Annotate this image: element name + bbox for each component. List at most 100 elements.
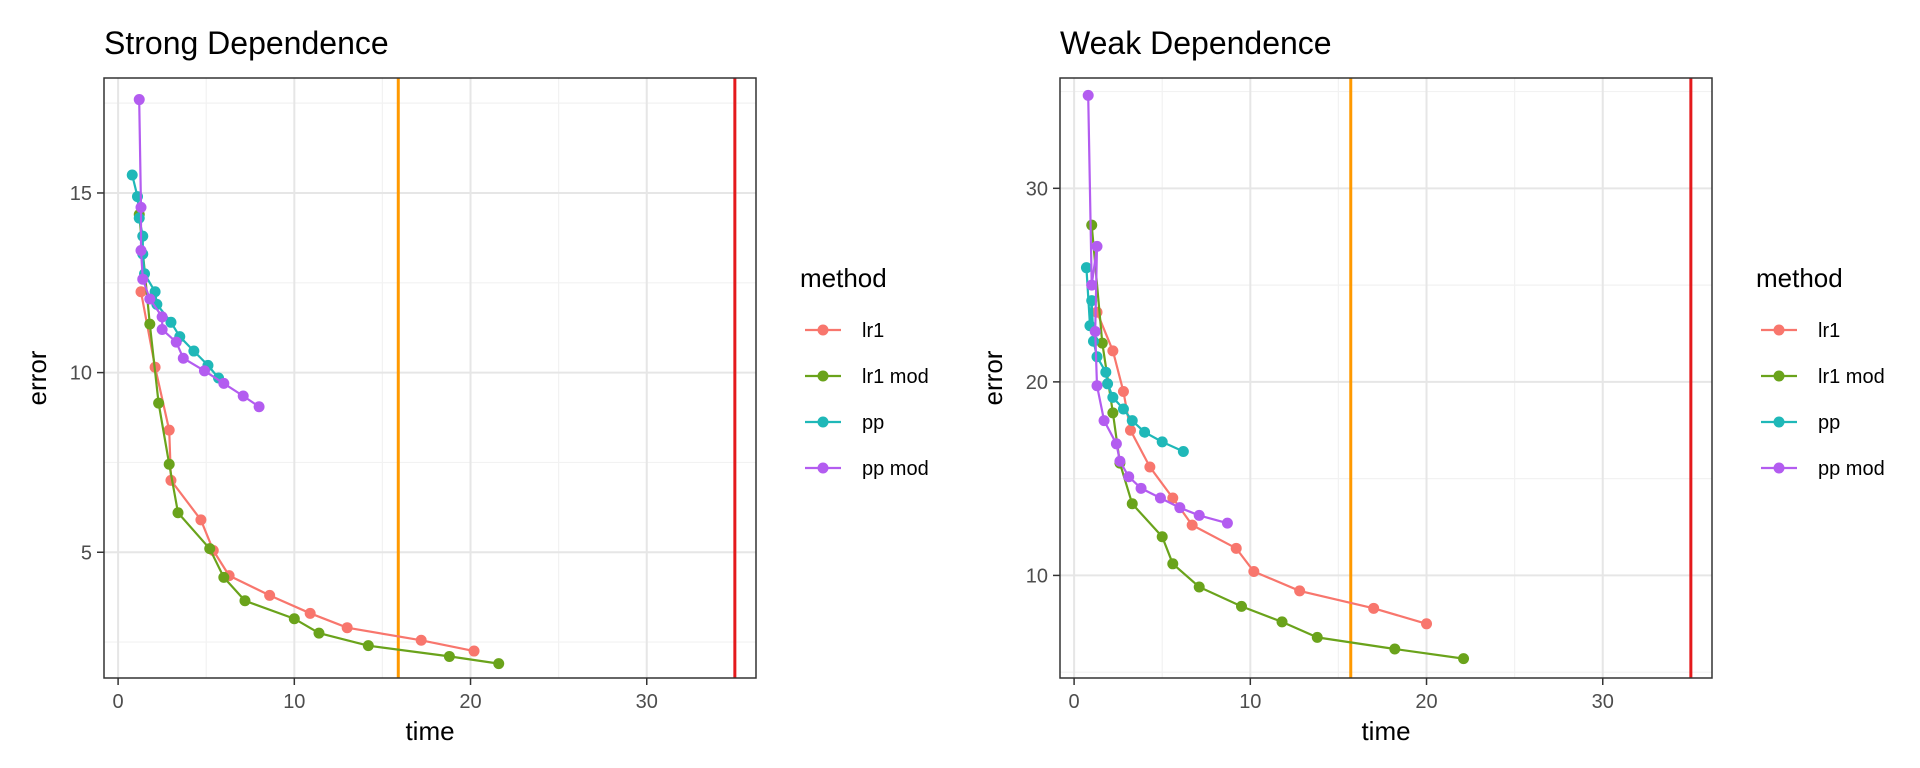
data-point-lr1-mod [144, 318, 156, 330]
chart-title: Weak Dependence [1060, 25, 1332, 61]
x-tick-label: 10 [283, 691, 305, 713]
data-point-lr1 [1230, 542, 1242, 554]
y-tick-label: 30 [1026, 178, 1048, 200]
y-tick-label: 10 [1026, 565, 1048, 587]
data-point-pp-mod [1098, 415, 1110, 427]
data-point-pp [1086, 295, 1098, 307]
x-tick-label: 30 [636, 691, 658, 713]
data-point-lr1 [1124, 424, 1136, 436]
data-point-lr1-mod [1311, 631, 1323, 643]
data-point-lr1-mod [288, 613, 300, 625]
legend-label: lr1 mod [1818, 366, 1885, 388]
data-point-pp-mod [1123, 471, 1135, 483]
data-point-lr1 [1294, 585, 1306, 597]
data-point-pp-mod [177, 352, 189, 364]
data-point-pp-mod [1110, 438, 1122, 450]
x-axis-label: time [1361, 716, 1410, 746]
data-point-lr1-mod [163, 458, 175, 470]
data-point-lr1-mod [362, 640, 374, 652]
x-tick-label: 10 [1239, 691, 1261, 713]
data-point-lr1 [195, 514, 207, 526]
data-point-pp-mod [1082, 89, 1094, 101]
panel-border [103, 77, 757, 679]
data-point-lr1-mod [1276, 616, 1288, 628]
y-tick-label: 10 [70, 363, 92, 385]
legend-key-point [817, 370, 829, 382]
data-point-pp [1107, 391, 1119, 403]
y-axis-label: error [978, 350, 1008, 405]
data-point-pp-mod [137, 273, 149, 285]
data-point-pp [1177, 446, 1189, 458]
data-point-pp-mod [144, 293, 156, 305]
data-point-lr1-mod [1193, 581, 1205, 593]
data-point-pp [1100, 366, 1112, 378]
data-point-lr1-mod [153, 397, 165, 409]
series-line-lr1-mod [1090, 225, 1464, 660]
legend-key-point [1773, 324, 1785, 336]
data-point-lr1-mod [204, 543, 216, 555]
data-point-pp-mod [156, 311, 168, 323]
y-tick-label: 20 [1026, 372, 1048, 394]
data-point-pp [1156, 436, 1168, 448]
legend-key-point [817, 324, 829, 336]
data-point-pp-mod [1089, 326, 1101, 338]
data-point-lr1 [1186, 519, 1198, 531]
data-point-lr1-mod [218, 571, 230, 583]
data-point-pp [1117, 403, 1129, 415]
chart-title: Strong Dependence [104, 25, 389, 61]
data-point-pp-mod [198, 365, 210, 377]
x-tick-label: 0 [1069, 691, 1080, 713]
data-point-lr1-mod [1167, 558, 1179, 570]
data-point-lr1 [1107, 345, 1119, 357]
data-point-pp-mod [1091, 380, 1103, 392]
data-point-lr1-mod [1236, 600, 1248, 612]
data-point-lr1 [341, 622, 353, 634]
data-point-pp [1102, 378, 1114, 390]
data-point-pp-mod [135, 244, 147, 256]
data-point-pp-mod [218, 377, 230, 389]
data-point-pp [1139, 426, 1151, 438]
legend-label: lr1 mod [862, 366, 929, 388]
y-axis-label: error [22, 350, 52, 405]
data-point-pp-mod [170, 336, 182, 348]
data-point-lr1 [1117, 386, 1129, 398]
legend-label: pp mod [862, 458, 929, 480]
series-line-pp-mod [1087, 95, 1228, 525]
y-tick-label: 5 [81, 542, 92, 564]
data-point-pp-mod [253, 401, 265, 413]
series-line-pp-mod [138, 99, 260, 408]
data-point-lr1-mod [1096, 337, 1108, 349]
data-point-pp-mod [156, 323, 168, 335]
series-line-lr1-mod [138, 214, 499, 665]
x-tick-label: 20 [1415, 691, 1437, 713]
data-point-lr1 [304, 607, 316, 619]
legend-key-point [1773, 370, 1785, 382]
legend-title: method [800, 263, 887, 293]
data-point-pp [1087, 335, 1099, 347]
series-line-lr1 [139, 291, 475, 653]
data-point-lr1 [264, 589, 276, 601]
data-point-pp [137, 230, 149, 242]
data-point-lr1 [135, 286, 147, 298]
legend-label: lr1 [1818, 320, 1840, 342]
data-point-pp-mod [1154, 492, 1166, 504]
data-point-pp-mod [1114, 455, 1126, 467]
data-point-lr1-mod [443, 650, 455, 662]
data-point-lr1 [468, 645, 480, 657]
data-point-lr1-mod [239, 595, 251, 607]
x-tick-label: 20 [459, 691, 481, 713]
data-point-pp [165, 316, 177, 328]
data-point-pp-mod [135, 201, 147, 213]
data-point-lr1-mod [172, 507, 184, 519]
data-point-lr1 [1248, 566, 1260, 578]
data-point-pp [133, 212, 145, 224]
panel-border [1059, 77, 1713, 679]
data-point-lr1 [1167, 492, 1179, 504]
data-point-lr1 [1144, 461, 1156, 473]
data-point-pp [188, 345, 200, 357]
data-point-lr1-mod [1458, 653, 1470, 665]
data-point-lr1-mod [493, 658, 505, 670]
data-point-pp [1126, 415, 1138, 427]
data-point-lr1-mod [1156, 531, 1168, 543]
